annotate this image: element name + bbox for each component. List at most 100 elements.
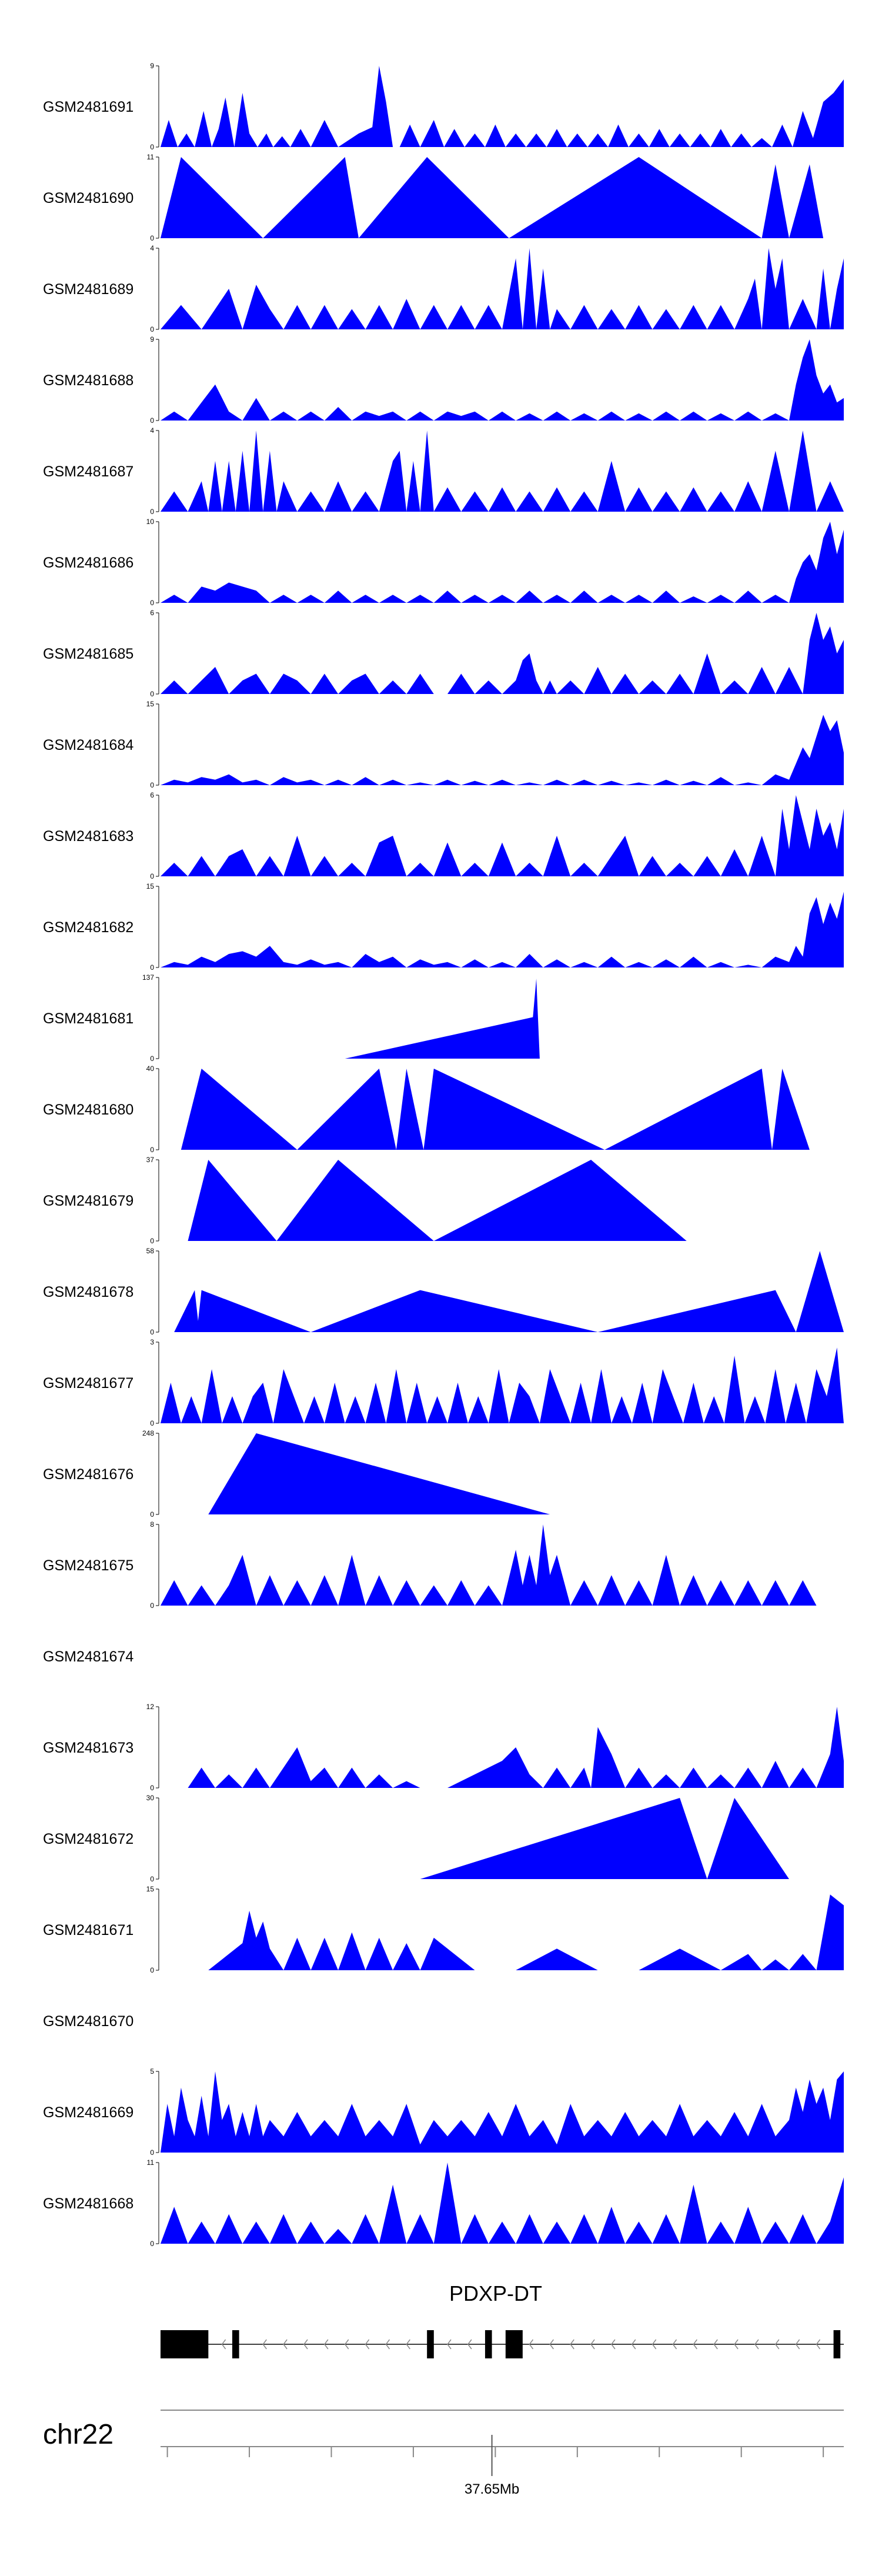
y-tick-label-zero: 0 [150, 781, 154, 789]
strand-arrow [672, 2339, 677, 2350]
coverage-area [161, 1069, 844, 1150]
strand-arrow [467, 2339, 472, 2350]
strand-arrow [631, 2339, 636, 2350]
strand-arrow [795, 2339, 800, 2350]
y-tick-label-zero: 0 [150, 508, 154, 516]
track-GSM2481670: GSM2481670 [43, 2013, 133, 2030]
strand-arrow [365, 2339, 370, 2350]
y-tick-label-max: 6 [150, 791, 154, 799]
y-tick-label-zero: 0 [150, 234, 154, 242]
strand-arrow [816, 2339, 821, 2350]
y-tick-label-max: 248 [142, 1429, 154, 1437]
track-label: GSM2481669 [43, 2104, 133, 2121]
chromosome-label: chr22 [43, 2419, 113, 2450]
track-label: GSM2481673 [43, 1740, 133, 1756]
y-tick-label-max: 10 [146, 518, 155, 526]
coverage-area [161, 1433, 844, 1514]
y-tick-label-zero: 0 [150, 872, 154, 880]
track-label: GSM2481677 [43, 1375, 133, 1392]
track-label: GSM2481671 [43, 1922, 133, 1938]
gene-name-label: PDXP-DT [449, 2281, 542, 2305]
track-GSM2481689: GSM2481689 4 0 [43, 244, 844, 333]
track-GSM2481690: GSM2481690 11 0 [43, 153, 824, 242]
y-tick-label-max: 12 [146, 1703, 155, 1711]
y-tick-label-max: 15 [146, 700, 155, 708]
coverage-area [161, 2071, 844, 2153]
track-label: GSM2481674 [43, 1649, 133, 1665]
y-tick-label-zero: 0 [150, 1510, 154, 1519]
y-tick-label-max: 40 [146, 1065, 155, 1073]
y-tick-label-max: 37 [146, 1156, 155, 1164]
y-tick-label-zero: 0 [150, 1784, 154, 1792]
track-label: GSM2481680 [43, 1102, 133, 1118]
track-GSM2481681: GSM2481681 137 0 [43, 973, 844, 1063]
strand-arrow [693, 2339, 697, 2350]
strand-arrow [406, 2339, 410, 2350]
strand-arrow [262, 2339, 267, 2350]
track-label: GSM2481676 [43, 1466, 133, 1483]
track-GSM2481677: GSM2481677 3 0 [43, 1338, 844, 1427]
coverage-area [161, 1798, 844, 1879]
strand-arrow [549, 2339, 554, 2350]
y-tick-label-zero: 0 [150, 690, 154, 698]
coverage-area [161, 248, 844, 329]
track-GSM2481668: GSM2481668 11 0 [43, 2158, 844, 2248]
track-label: GSM2481679 [43, 1193, 133, 1209]
chromosome-axis: chr22 37.65Mb [43, 2410, 844, 2497]
track-label: GSM2481675 [43, 1557, 133, 1574]
coverage-area [161, 431, 844, 512]
coverage-area [161, 1347, 844, 1423]
y-tick-label-max: 9 [150, 335, 154, 343]
track-GSM2481674: GSM2481674 [43, 1649, 133, 1665]
y-tick-label-max: 3 [150, 1338, 154, 1346]
track-GSM2481678: GSM2481678 58 0 [43, 1247, 844, 1336]
track-GSM2481684: GSM2481684 15 0 [43, 700, 844, 789]
y-tick-label-max: 11 [147, 153, 155, 161]
track-GSM2481682: GSM2481682 15 0 [43, 882, 844, 972]
track-label: GSM2481672 [43, 1831, 133, 1847]
coverage-area [161, 1251, 844, 1332]
coverage-area [161, 2163, 844, 2244]
strand-arrow [385, 2339, 390, 2350]
track-label: GSM2481688 [43, 372, 133, 389]
y-tick-label-zero: 0 [150, 1146, 154, 1154]
coverage-area [161, 1160, 844, 1241]
track-label: GSM2481684 [43, 737, 133, 753]
track-GSM2481680: GSM2481680 40 0 [43, 1065, 844, 1154]
y-tick-label-max: 4 [150, 426, 154, 435]
track-GSM2481688: GSM2481688 9 0 [43, 335, 844, 425]
track-GSM2481672: GSM2481672 30 0 [43, 1794, 844, 1883]
coverage-area [161, 1524, 817, 1606]
y-tick-label-max: 11 [147, 2158, 155, 2167]
y-tick-label-zero: 0 [150, 1966, 154, 1974]
coverage-area [161, 522, 844, 603]
exon-block [833, 2330, 841, 2358]
strand-arrow [774, 2339, 780, 2350]
track-label: GSM2481689 [43, 281, 133, 298]
track-label: GSM2481683 [43, 828, 133, 845]
gene-track: PDXP-DT [161, 2281, 844, 2358]
strand-arrow [344, 2339, 349, 2350]
coverage-area [161, 1707, 844, 1788]
track-GSM2481669: GSM2481669 5 0 [43, 2067, 844, 2157]
y-tick-label-max: 15 [146, 882, 155, 890]
y-tick-label-max: 58 [146, 1247, 155, 1255]
strand-arrow [652, 2339, 657, 2350]
track-GSM2481671: GSM2481671 15 0 [43, 1885, 844, 1974]
track-GSM2481686: GSM2481686 10 0 [43, 518, 844, 607]
ruler-tick-label: 37.65Mb [465, 2481, 519, 2497]
coverage-area [161, 892, 844, 967]
ruler-ticks [166, 2447, 824, 2457]
y-tick-label-zero: 0 [150, 963, 154, 972]
track-label: GSM2481682 [43, 919, 133, 936]
strand-arrow [734, 2339, 739, 2350]
y-tick-label-zero: 0 [150, 599, 154, 607]
track-GSM2481685: GSM2481685 6 0 [43, 609, 844, 698]
y-tick-label-zero: 0 [150, 416, 154, 425]
strand-arrow [447, 2339, 452, 2350]
strand-arrow [529, 2339, 534, 2350]
y-tick-label-zero: 0 [150, 2148, 154, 2157]
coverage-area [161, 66, 844, 147]
track-label: GSM2481678 [43, 1284, 133, 1300]
